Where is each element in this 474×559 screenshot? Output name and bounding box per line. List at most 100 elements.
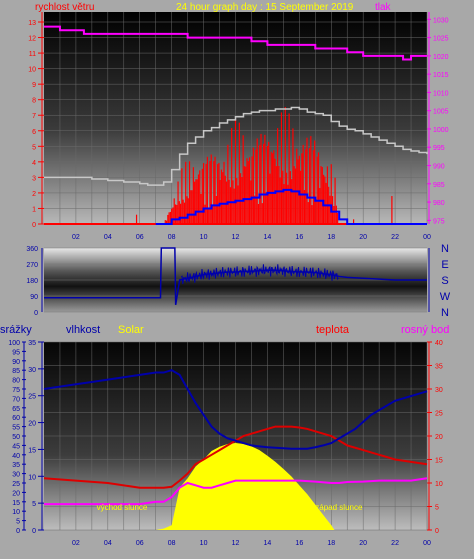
rain-tick-label: 15 — [12, 500, 20, 507]
sunset-annotation: západ slunce — [315, 503, 363, 512]
temperature-tick-label: 35 — [435, 364, 443, 371]
rain-tick-label: 35 — [12, 462, 20, 469]
rain-tick-label: 30 — [12, 472, 20, 479]
header-center-title: 24 hour graph day : 15 September 2019 — [176, 2, 354, 13]
pressure-line — [44, 25, 427, 61]
panel3-x-tick-label: 00 — [423, 540, 431, 547]
temperature-tick-label: 25 — [435, 411, 443, 418]
panel1-x-tick-label: 14 — [264, 234, 272, 241]
panel3-x-tick-label: 02 — [72, 540, 80, 547]
temperature-tick-label: 10 — [435, 481, 443, 488]
panel1-left-tick-label: 9 — [32, 82, 36, 89]
solar-axis-title: Solar — [118, 324, 144, 336]
rain-tick-label: 45 — [12, 443, 20, 450]
panel1-left-tick-label: 0 — [32, 222, 36, 229]
panel1-x-tick-label: 08 — [168, 234, 176, 241]
rain-tick-label: 0 — [16, 528, 20, 535]
panel3-x-tick-label: 08 — [168, 540, 176, 547]
panel3-x-tick-label: 06 — [136, 540, 144, 547]
panel1-x-tick-label: 20 — [359, 234, 367, 241]
panel1-right-tick-label: 995 — [433, 145, 445, 152]
temperature-tick-label: 40 — [435, 340, 443, 347]
panel1-x-tick-label: 12 — [232, 234, 240, 241]
humidity-line — [43, 369, 428, 450]
panel1-right-tick-label: 1025 — [433, 36, 449, 43]
humidity-tick-label: 15 — [28, 447, 36, 454]
panel2-right-tick-label: S — [441, 275, 448, 287]
dewpoint-line — [44, 477, 428, 506]
panel1-left-tick-label: 8 — [32, 98, 36, 105]
rain-tick-label: 95 — [12, 349, 20, 356]
panel3-x-tick-label: 04 — [104, 540, 112, 547]
panel2-left-tick-label: 270 — [26, 262, 38, 269]
temperature-tick-label: 30 — [435, 387, 443, 394]
temperature-tick-label: 15 — [435, 458, 443, 465]
temperature-tick-label: 5 — [435, 505, 439, 512]
panel1-right-tick-label: 1005 — [433, 109, 449, 116]
sunrise-annotation: východ slunce — [97, 503, 148, 512]
rain-tick-label: 90 — [12, 359, 20, 366]
header-left-title: rychlost větru — [35, 2, 94, 13]
humidity-axis-title: vlhkost — [66, 324, 100, 336]
panel3-x-tick-label: 18 — [327, 540, 335, 547]
rain-tick-label: 100 — [8, 340, 20, 347]
panel1-left-tick-label: 7 — [32, 113, 36, 120]
panel1-right-tick-label: 1030 — [433, 17, 449, 24]
panel1-x-tick-label: 04 — [104, 234, 112, 241]
panel3-x-tick-label: 22 — [391, 540, 399, 547]
humidity-tick-label: 25 — [28, 394, 36, 401]
humidity-tick-label: 20 — [28, 421, 36, 428]
panel1-x-tick-label: 16 — [295, 234, 303, 241]
panel1-x-tick-label: 10 — [200, 234, 208, 241]
rain-axis-title: srážky — [0, 324, 32, 336]
humidity-tick-label: 30 — [28, 367, 36, 374]
panel3-x-tick-label: 14 — [264, 540, 272, 547]
wind-gust-line — [44, 106, 428, 186]
rain-tick-label: 80 — [12, 378, 20, 385]
panel1-x-tick-label: 18 — [327, 234, 335, 241]
avg-wind-line — [155, 188, 427, 225]
panel2-left-tick-label: 180 — [26, 278, 38, 285]
panel2-left-tick-label: 0 — [34, 310, 38, 317]
rain-tick-label: 25 — [12, 481, 20, 488]
humidity-tick-label: 10 — [28, 474, 36, 481]
panel2-right-tick-label: W — [440, 291, 451, 303]
panel1-left-tick-label: 11 — [29, 51, 36, 58]
rain-tick-label: 75 — [12, 387, 20, 394]
panel1-x-tick-label: 06 — [136, 234, 144, 241]
rain-tick-label: 50 — [12, 434, 20, 441]
panel3-x-tick-label: 16 — [295, 540, 303, 547]
wind-direction-noise — [180, 264, 339, 285]
panel1-left-tick-label: 3 — [32, 175, 36, 182]
panel1-left-tick-label: 1 — [32, 206, 36, 213]
panel2-left-tick-label: 90 — [30, 294, 38, 301]
panel3-x-tick-label: 10 — [200, 540, 208, 547]
rain-tick-label: 5 — [16, 519, 20, 526]
rain-tick-label: 85 — [12, 368, 20, 375]
panel1-x-tick-label: 02 — [72, 234, 80, 241]
solar-area — [155, 443, 335, 530]
temperature-tick-label: 20 — [435, 434, 443, 441]
panel1-x-tick-label: 00 — [423, 234, 431, 241]
panel1-left-tick-label: 6 — [32, 129, 36, 136]
panel1-right-tick-label: 1000 — [433, 127, 449, 134]
rain-tick-label: 65 — [12, 406, 20, 413]
temperature-tick-label: 0 — [435, 528, 439, 535]
rain-tick-label: 55 — [12, 425, 20, 432]
rain-tick-label: 60 — [12, 415, 20, 422]
panel1-right-tick-label: 985 — [433, 182, 445, 189]
rain-tick-label: 40 — [12, 453, 20, 460]
header-right-title: tlak — [375, 2, 392, 13]
panel3-x-tick-label: 12 — [232, 540, 240, 547]
panel3-x-tick-label: 20 — [359, 540, 367, 547]
panel2-right-tick-label: E — [441, 259, 448, 271]
rain-tick-label: 10 — [12, 509, 20, 516]
humidity-tick-label: 5 — [32, 501, 36, 508]
panel2-left-tick-label: 360 — [26, 246, 38, 253]
humidity-tick-label: 0 — [32, 528, 36, 535]
dewpoint-axis-title: rosný bod — [401, 324, 449, 336]
panel1-left-tick-label: 5 — [32, 144, 36, 151]
temperature-line — [43, 425, 428, 489]
